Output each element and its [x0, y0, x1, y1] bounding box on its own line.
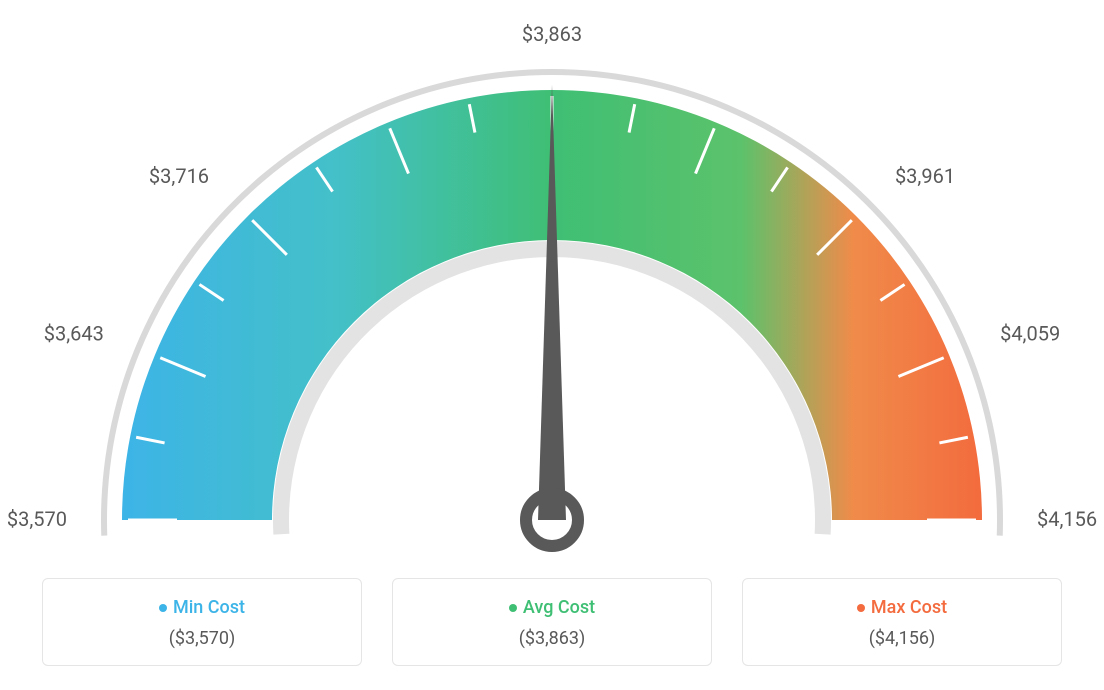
legend-min-label: Min Cost [53, 597, 351, 618]
legend-min-value: ($3,570) [53, 628, 351, 649]
legend-card-min: Min Cost ($3,570) [42, 578, 362, 666]
gauge-area: $3,570 $3,643 $3,716 $3,863 $3,961 $4,059 $4,1… [0, 10, 1104, 570]
tick-label: $3,961 [895, 164, 955, 188]
legend-avg-label: Avg Cost [403, 597, 701, 618]
tick-label: $3,643 [44, 321, 104, 345]
tick-label: $4,156 [1037, 507, 1097, 531]
avg-dot-icon [509, 604, 517, 612]
tick-label: $3,716 [149, 164, 209, 188]
legend-avg-label-text: Avg Cost [523, 597, 595, 618]
max-dot-icon [857, 604, 865, 612]
legend-max-label-text: Max Cost [871, 597, 947, 618]
legend-max-value: ($4,156) [753, 628, 1051, 649]
legend-max-label: Max Cost [753, 597, 1051, 618]
tick-label: $4,059 [1000, 321, 1060, 345]
min-dot-icon [159, 604, 167, 612]
gauge-chart-container: $3,570 $3,643 $3,716 $3,863 $3,961 $4,059 $4,1… [0, 0, 1104, 690]
gauge-svg: $3,570 $3,643 $3,716 $3,863 $3,961 $4,059 $4,1… [0, 10, 1104, 570]
legend-card-avg: Avg Cost ($3,863) [392, 578, 712, 666]
legend-min-label-text: Min Cost [173, 597, 245, 618]
tick-label: $3,863 [522, 22, 582, 46]
tick-label: $3,570 [7, 507, 67, 531]
legend-avg-value: ($3,863) [403, 628, 701, 649]
legend-card-max: Max Cost ($4,156) [742, 578, 1062, 666]
legend-row: Min Cost ($3,570) Avg Cost ($3,863) Max … [0, 578, 1104, 666]
